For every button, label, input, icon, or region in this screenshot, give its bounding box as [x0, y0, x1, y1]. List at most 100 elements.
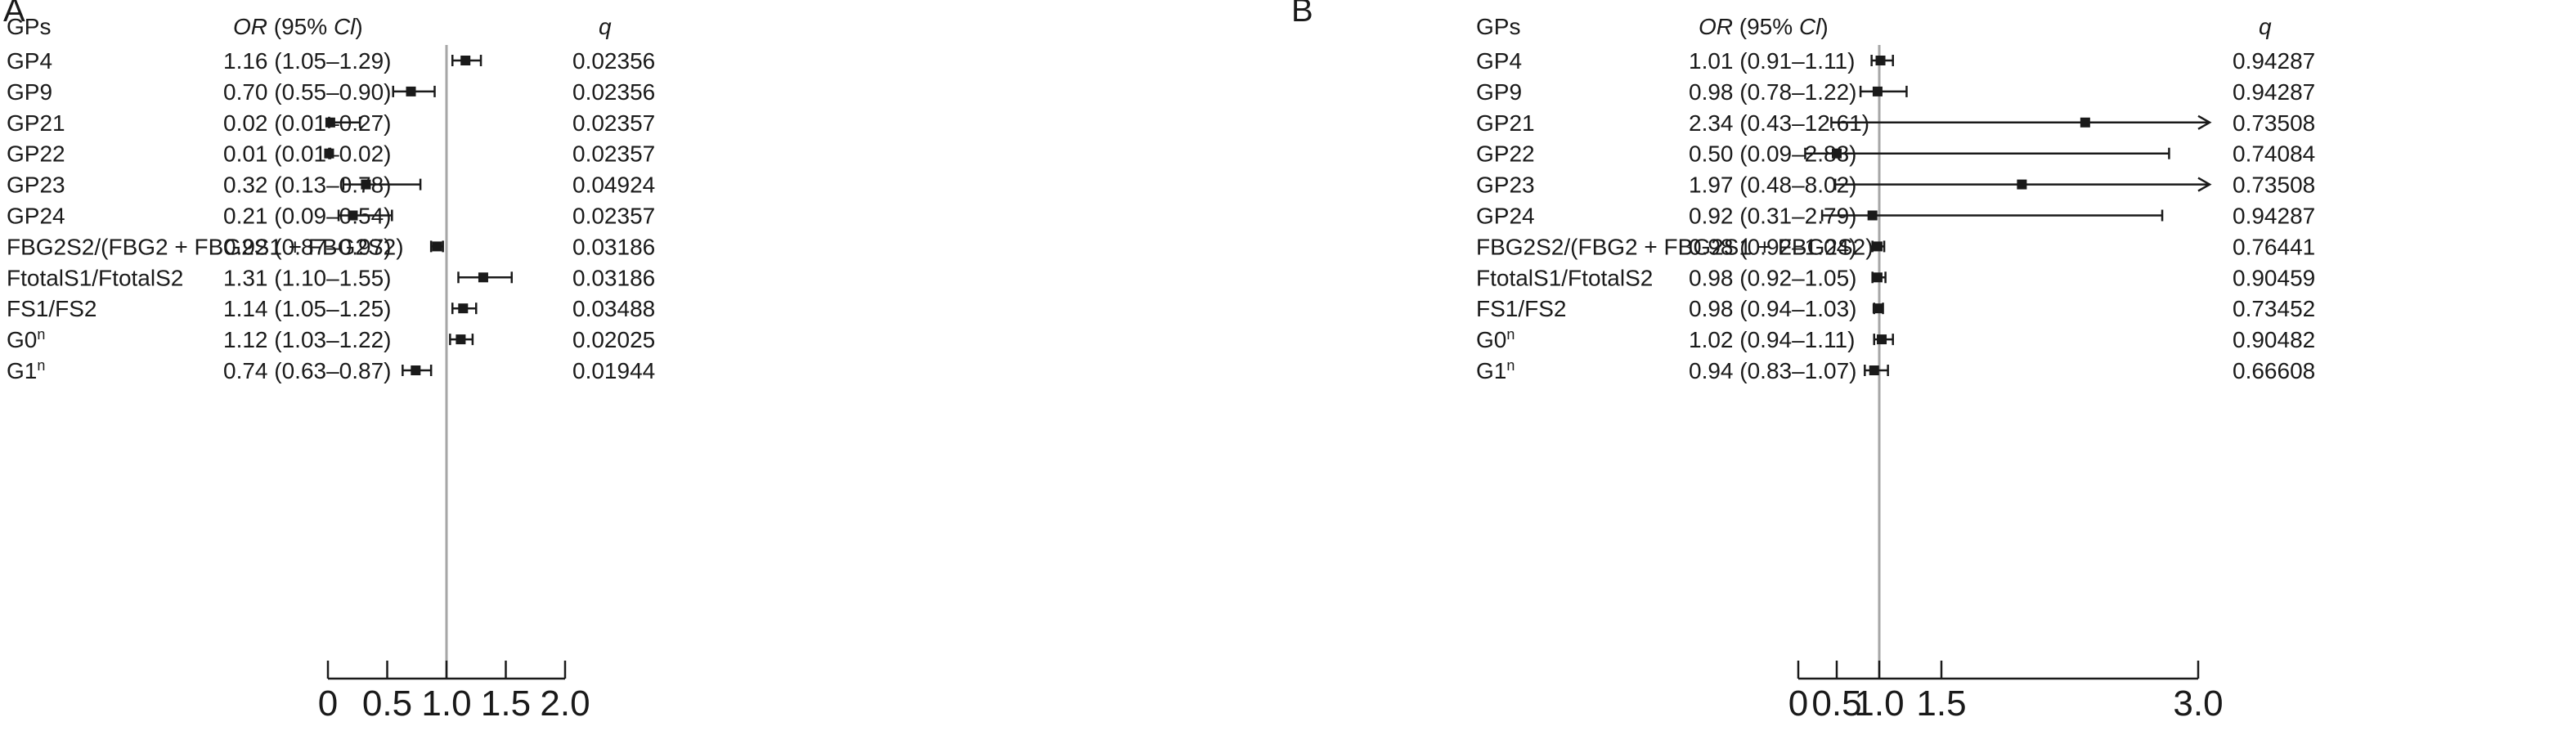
point-estimate — [478, 272, 488, 283]
row-or-ci: 0.98 (0.92–1.04) — [1689, 234, 1857, 259]
ci-arrow — [2197, 114, 2212, 130]
row-label-text: GP4 — [7, 48, 52, 74]
row-label-text: FBG2S2/(FBG2 + FBG2S1 + FBG2S2) — [1476, 234, 1874, 259]
row-label-text: GP9 — [1476, 79, 1522, 105]
row-or-ci: 1.12 (1.03–1.22) — [223, 327, 392, 352]
panel-letter: A — [3, 0, 25, 29]
row-label-text: FtotalS1/FtotalS2 — [1476, 265, 1653, 290]
point-estimate — [458, 303, 469, 314]
header-or-ci: OR (95% Cl) — [1699, 14, 1829, 39]
row-or-ci: 1.31 (1.10–1.55) — [223, 265, 392, 290]
point-estimate — [1872, 272, 1883, 283]
point-estimate — [348, 210, 358, 221]
x-tick-label: 1.0 — [421, 683, 471, 724]
x-tick-label: 0 — [318, 683, 338, 724]
x-tick-label: 0.5 — [1811, 683, 1861, 724]
row-label-text: GP23 — [7, 173, 65, 198]
row-q: 0.02356 — [572, 79, 655, 105]
point-estimate — [1877, 334, 1887, 345]
row-label: FtotalS1/FtotalS2 — [7, 265, 183, 290]
row-q: 0.94287 — [2233, 48, 2315, 74]
header-gps: GPs — [1476, 14, 1520, 39]
x-tick-label: 0 — [1788, 683, 1808, 724]
row-q: 0.76441 — [2233, 234, 2315, 259]
row-q: 0.02357 — [572, 141, 655, 167]
header-q: q — [2259, 14, 2272, 39]
panel-b: B GPs OR (95% Cl) q GP4 1.01 (0.91–1.11) 0.942… — [1288, 0, 2576, 744]
row-label-sup: n — [37, 357, 45, 374]
x-tick-label: 2.0 — [540, 683, 590, 724]
row-q: 0.73508 — [2233, 110, 2315, 136]
row-or-ci: 1.01 (0.91–1.11) — [1689, 48, 1855, 74]
row-or-ci: 0.92 (0.87–0.97) — [223, 234, 392, 259]
header-ci-text: (95% — [267, 14, 334, 39]
header-ci-italic: Cl — [334, 14, 356, 39]
row-q: 0.74084 — [2233, 141, 2315, 167]
point-estimate — [456, 334, 466, 345]
row-or-ci: 0.01 (0.01–0.02) — [223, 141, 392, 167]
row-label-text: GP21 — [1476, 110, 1535, 136]
row-label: FBG2S2/(FBG2 + FBG2S1 + FBG2S2) — [1476, 234, 1874, 259]
point-estimate — [1872, 303, 1883, 314]
row-q: 0.94287 — [2233, 204, 2315, 229]
row-q: 0.03186 — [572, 234, 655, 259]
point-estimate — [460, 56, 471, 65]
header-close: ) — [1820, 14, 1828, 39]
row-or-ci: 0.70 (0.55–0.90) — [223, 79, 392, 105]
row-label: FtotalS1/FtotalS2 — [1476, 265, 1653, 290]
row-q: 0.04924 — [572, 173, 655, 198]
panel-a: A GPs OR (95% Cl) q GP4 1.16 (1.05–1.29) 0.023… — [3, 0, 655, 724]
row-label-text: GP9 — [7, 79, 52, 105]
row-q: 0.73452 — [2233, 296, 2315, 321]
row-q: 0.02357 — [572, 204, 655, 229]
row-label-text: G1 — [7, 358, 37, 383]
row-label-text: GP23 — [1476, 173, 1535, 198]
row-label: GP24 — [7, 204, 65, 229]
x-tick-label: 1.5 — [481, 683, 531, 724]
row-q: 0.90482 — [2233, 327, 2315, 352]
header-or: OR — [233, 14, 267, 39]
row-q: 0.01944 — [572, 358, 655, 383]
row-label: FBG2S2/(FBG2 + FBG2S1 + FBG2S2) — [7, 234, 404, 259]
point-estimate — [324, 148, 334, 159]
row-label-text: GP22 — [1476, 141, 1535, 167]
row-label: GP9 — [1476, 79, 1522, 105]
header-gps: GPs — [7, 14, 51, 39]
row-label-sup: n — [37, 326, 45, 343]
row-or-ci: 0.98 (0.94–1.03) — [1689, 296, 1857, 321]
row-label-text: GP24 — [1476, 204, 1535, 229]
point-estimate — [1872, 241, 1883, 252]
row-label-text: FS1/FS2 — [1476, 296, 1566, 321]
row-or-ci: 1.97 (0.48–8.02) — [1689, 173, 1857, 198]
row-label: GP23 — [7, 173, 65, 198]
row-label-text: GP4 — [1476, 48, 1522, 74]
row-label: GP24 — [1476, 204, 1535, 229]
x-tick-label: 1.0 — [1854, 683, 1904, 724]
forest-plot-b: B GPs OR (95% Cl) q GP4 1.01 (0.91–1.11) 0.942… — [1291, 0, 2315, 724]
row-or-ci: 1.02 (0.94–1.11) — [1689, 327, 1855, 352]
row-label: G1n — [7, 357, 45, 383]
row-label-text: FBG2S2/(FBG2 + FBG2S1 + FBG2S2) — [7, 234, 404, 259]
row-label: G1n — [1476, 357, 1515, 383]
row-label: GP9 — [7, 79, 52, 105]
row-or-ci: 0.94 (0.83–1.07) — [1689, 358, 1857, 383]
ci-arrow — [2197, 177, 2212, 192]
row-label: GP21 — [1476, 110, 1535, 136]
point-estimate — [325, 117, 335, 128]
row-q: 0.03488 — [572, 296, 655, 321]
row-q: 0.02025 — [572, 327, 655, 352]
point-estimate — [432, 241, 442, 252]
x-tick-label: 0.5 — [362, 683, 412, 724]
row-or-ci: 0.98 (0.78–1.22) — [1689, 79, 1857, 105]
row-label-text: FS1/FS2 — [7, 296, 96, 321]
point-estimate — [1872, 86, 1883, 96]
point-estimate — [1832, 148, 1842, 159]
point-estimate — [2017, 179, 2027, 190]
row-label-text: G1 — [1476, 358, 1506, 383]
header-close: ) — [355, 14, 362, 39]
row-label-text: G0 — [7, 327, 37, 352]
point-estimate — [1867, 210, 1878, 221]
row-q: 0.90459 — [2233, 265, 2315, 290]
